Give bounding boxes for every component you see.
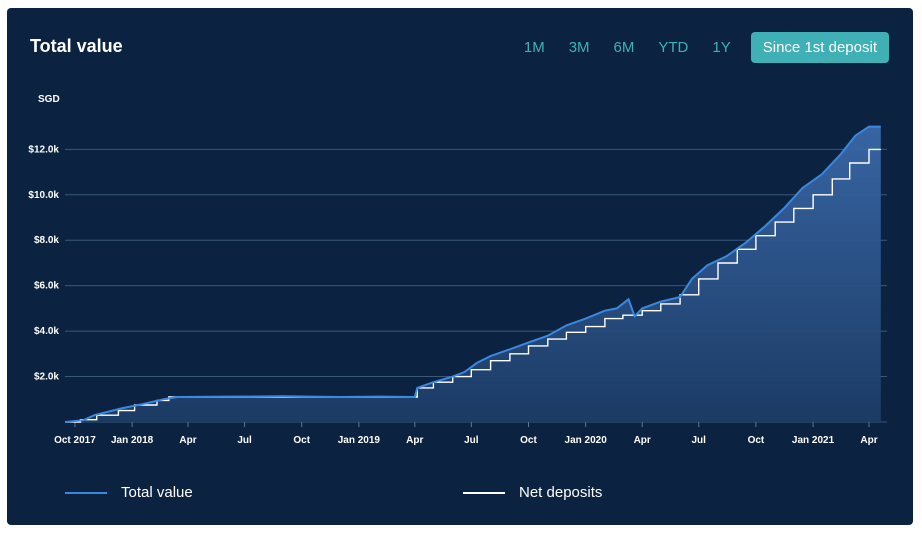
total-value-area	[65, 126, 881, 422]
x-tick-label: Jul	[464, 435, 479, 446]
y-tick-label: $8.0k	[34, 235, 59, 246]
legend-total-swatch	[65, 491, 107, 494]
x-tick-label: Oct 2017	[54, 435, 96, 446]
range-3m[interactable]: 3M	[568, 39, 590, 56]
y-tick-label: $6.0k	[34, 281, 59, 292]
y-tick-label: $10.0k	[28, 190, 59, 201]
y-tick-label: $12.0k	[28, 144, 59, 155]
range-1y[interactable]: 1Y	[712, 39, 731, 56]
x-tick-label: Jul	[237, 435, 252, 446]
x-tick-label: Apr	[179, 435, 196, 446]
net-deposits-line	[65, 148, 881, 423]
legend-net-deposits: Net deposits	[463, 484, 602, 501]
y-axis-unit: SGD	[38, 94, 60, 105]
range-6m[interactable]: 6M	[613, 39, 635, 56]
card-title: Total value	[30, 36, 123, 56]
x-tick-label: Oct	[520, 435, 537, 446]
total-value-line	[64, 125, 881, 423]
y-tick-label: $2.0k	[34, 372, 59, 383]
range-selector: 1M 3M 6M YTD 1Y Since 1st deposit	[500, 32, 889, 63]
legend-total-value: Total value	[65, 484, 193, 501]
x-tick-label: Oct	[293, 435, 310, 446]
y-tick-label: $4.0k	[34, 326, 59, 337]
x-tick-label: Jan 2020	[565, 435, 608, 446]
range-since-first-deposit[interactable]: Since 1st deposit	[750, 32, 889, 63]
legend-deposits-swatch	[463, 491, 505, 494]
x-tick-label: Apr	[634, 435, 651, 446]
x-tick-label: Oct	[748, 435, 765, 446]
legend-total-label: Total value	[121, 484, 193, 501]
range-ytd[interactable]: YTD	[658, 39, 689, 56]
x-tick-label: Jan 2019	[338, 435, 381, 446]
legend-deposits-label: Net deposits	[519, 484, 603, 501]
x-tick-label: Jan 2018	[111, 435, 154, 446]
x-tick-label: Apr	[860, 435, 877, 446]
total-value-card: Total value 1M 3M 6M YTD 1Y Since 1st de…	[7, 8, 913, 525]
total-value-chart: $2.0k $4.0k $6.0k $8.0k $10.0k $12.0k Oct 2017…	[28, 125, 887, 446]
range-1m[interactable]: 1M	[523, 39, 545, 56]
x-tick-label: Jan 2021	[792, 435, 835, 446]
x-tick-label: Apr	[406, 435, 423, 446]
x-tick-label: Jul	[692, 435, 707, 446]
